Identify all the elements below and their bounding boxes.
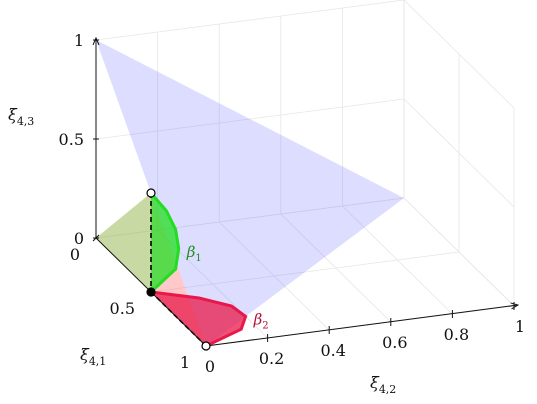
curve-arc-2	[150, 290, 248, 348]
curve-fill-2	[151, 292, 246, 346]
x-tick-label: 1	[180, 353, 190, 372]
y-tick-label: 0.2	[259, 349, 284, 368]
regions	[96, 40, 404, 346]
grid-line	[342, 205, 453, 315]
curves	[149, 192, 248, 348]
grid-line	[280, 213, 392, 323]
grid-line	[150, 251, 460, 293]
curve-label-2: β2	[253, 310, 269, 331]
curve-fill-1	[151, 193, 179, 292]
grid-line	[403, 197, 515, 307]
x-tick-label: 0.5	[110, 299, 135, 318]
grid-line	[403, 0, 515, 109]
y-axis-label: ξ4,2	[370, 373, 396, 396]
axis-label-symbol: ξ	[80, 345, 90, 364]
curve-label-symbol: β	[186, 243, 196, 261]
y-tick-label: 0.4	[320, 341, 345, 360]
axis-label-symbol: ξ	[8, 105, 18, 124]
y-axis	[205, 305, 518, 347]
axis-label-symbol: ξ	[370, 373, 380, 392]
x-tick	[92, 234, 100, 242]
y-tick-label: 0.8	[444, 325, 469, 344]
z-tick-label: 0.5	[59, 130, 84, 149]
z-axis-label: ξ4,3	[8, 105, 34, 128]
z-tick-label: 1	[74, 31, 84, 50]
grid-line	[95, 197, 405, 239]
region-3	[96, 193, 151, 292]
z-tick-label: 0	[74, 229, 84, 248]
y-tick-label: 0.6	[382, 333, 407, 352]
axis-label-sub: 4,3	[17, 115, 35, 128]
curve-label-symbol: β	[253, 310, 263, 328]
grid-line	[95, 98, 405, 140]
special-points	[146, 188, 211, 351]
region-1	[96, 40, 404, 346]
y-tick-label: 1	[515, 317, 525, 336]
x-axis-label: ξ4,1	[80, 345, 106, 368]
grid-line	[403, 98, 515, 208]
y-tick-label: 0	[205, 357, 215, 376]
curve-label-1: β1	[186, 243, 202, 264]
grid-line	[95, 0, 405, 41]
axis-label-sub: 4,2	[379, 383, 397, 396]
x-tick-label: 0	[70, 245, 80, 264]
axis-label-sub: 4,1	[89, 355, 107, 368]
special-point-3	[201, 341, 211, 351]
special-point-1	[146, 188, 156, 198]
curve-label-sub: 2	[262, 320, 268, 331]
curve-arc-1	[149, 192, 181, 294]
curve-label-sub: 1	[195, 253, 201, 264]
special-point-2	[146, 287, 156, 297]
grid-line	[218, 221, 330, 331]
